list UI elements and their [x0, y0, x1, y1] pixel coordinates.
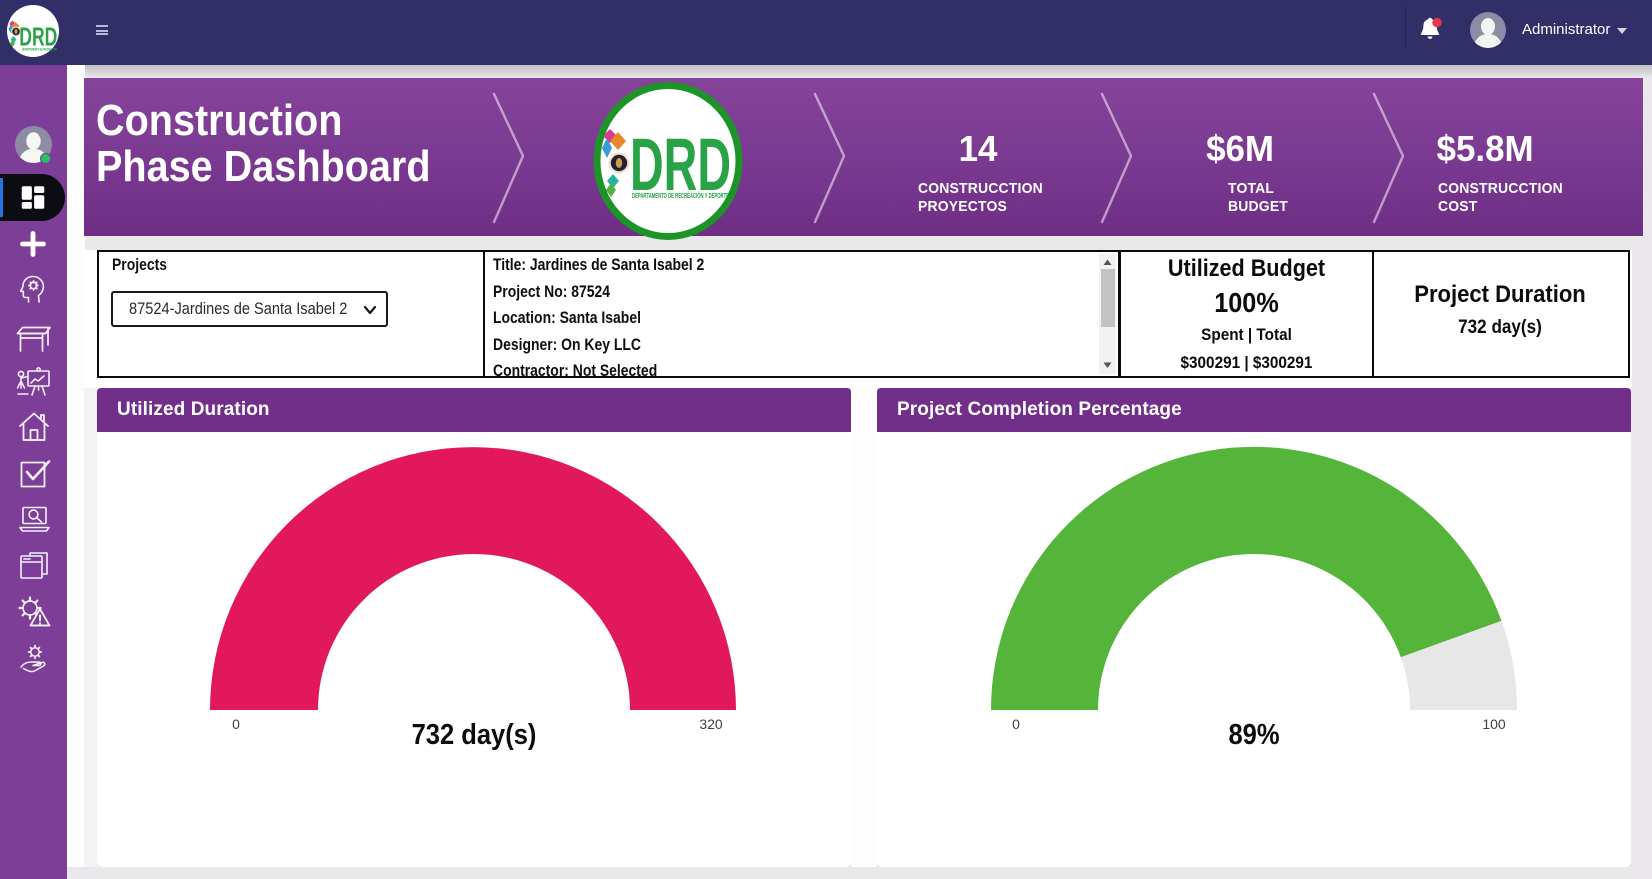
- svg-text:DRD: DRD: [19, 24, 57, 52]
- svg-text:DEPARTAMENTO DE RECREACIÓN: DEPARTAMENTO DE RECREACIÓN: [22, 47, 57, 52]
- svg-text:DRD: DRD: [630, 123, 731, 206]
- svg-text:DEPARTAMENTO DE RECREACIÓN Y D: DEPARTAMENTO DE RECREACIÓN Y DEPORTE: [632, 191, 729, 200]
